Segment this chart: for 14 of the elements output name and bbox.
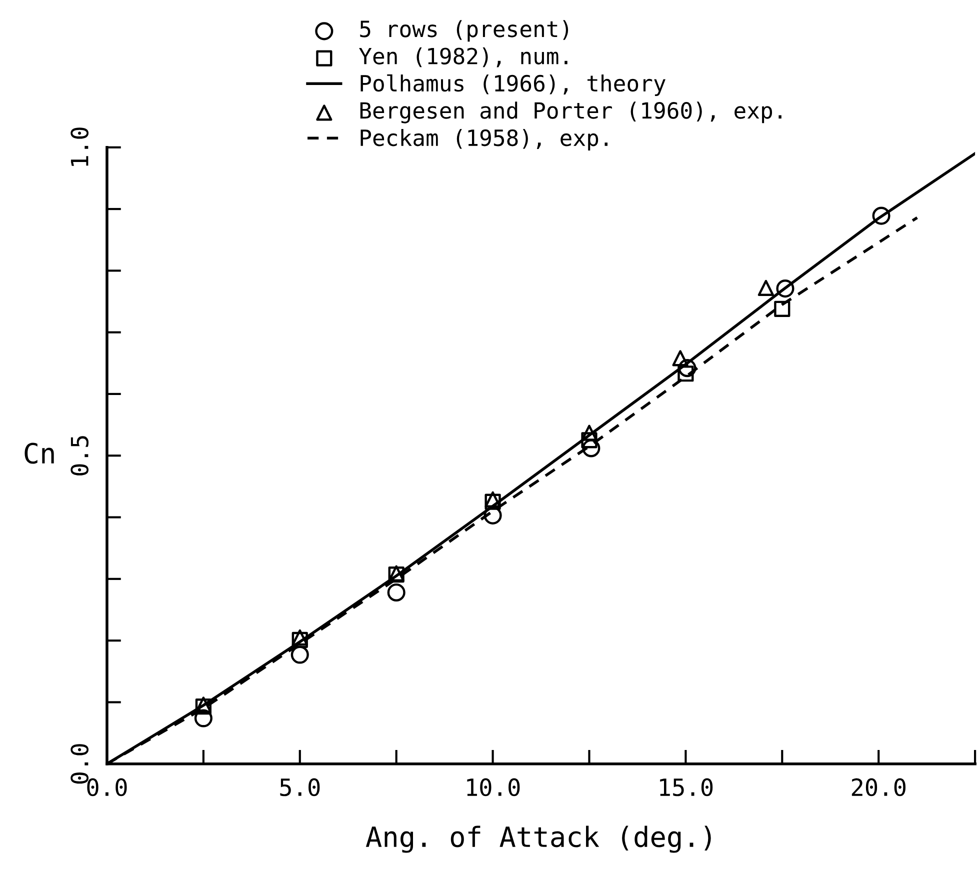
y-axis-title: Cn — [24, 442, 54, 464]
x-axis-title: Ang. of Attack (deg.) — [366, 826, 711, 853]
legend-label: Polhamus (1966), theory — [360, 74, 666, 96]
y-tick-label: 0.5 — [70, 436, 89, 476]
legend-label: Bergesen and Porter (1960), exp. — [360, 102, 782, 124]
x-tick-label: 0.0 — [87, 778, 127, 796]
x-tick-label: 10.0 — [467, 778, 520, 796]
y-tick-label: 1.0 — [70, 128, 89, 166]
x-tick-label: 5.0 — [280, 778, 320, 796]
legend-label: 5 rows (present) — [360, 20, 568, 42]
x-tick-label: 20.0 — [852, 778, 906, 796]
x-tick-label: 15.0 — [660, 778, 713, 796]
legend-label: Peckam (1958), exp. — [360, 128, 608, 150]
legend-label: Yen (1982), num. — [359, 47, 568, 68]
